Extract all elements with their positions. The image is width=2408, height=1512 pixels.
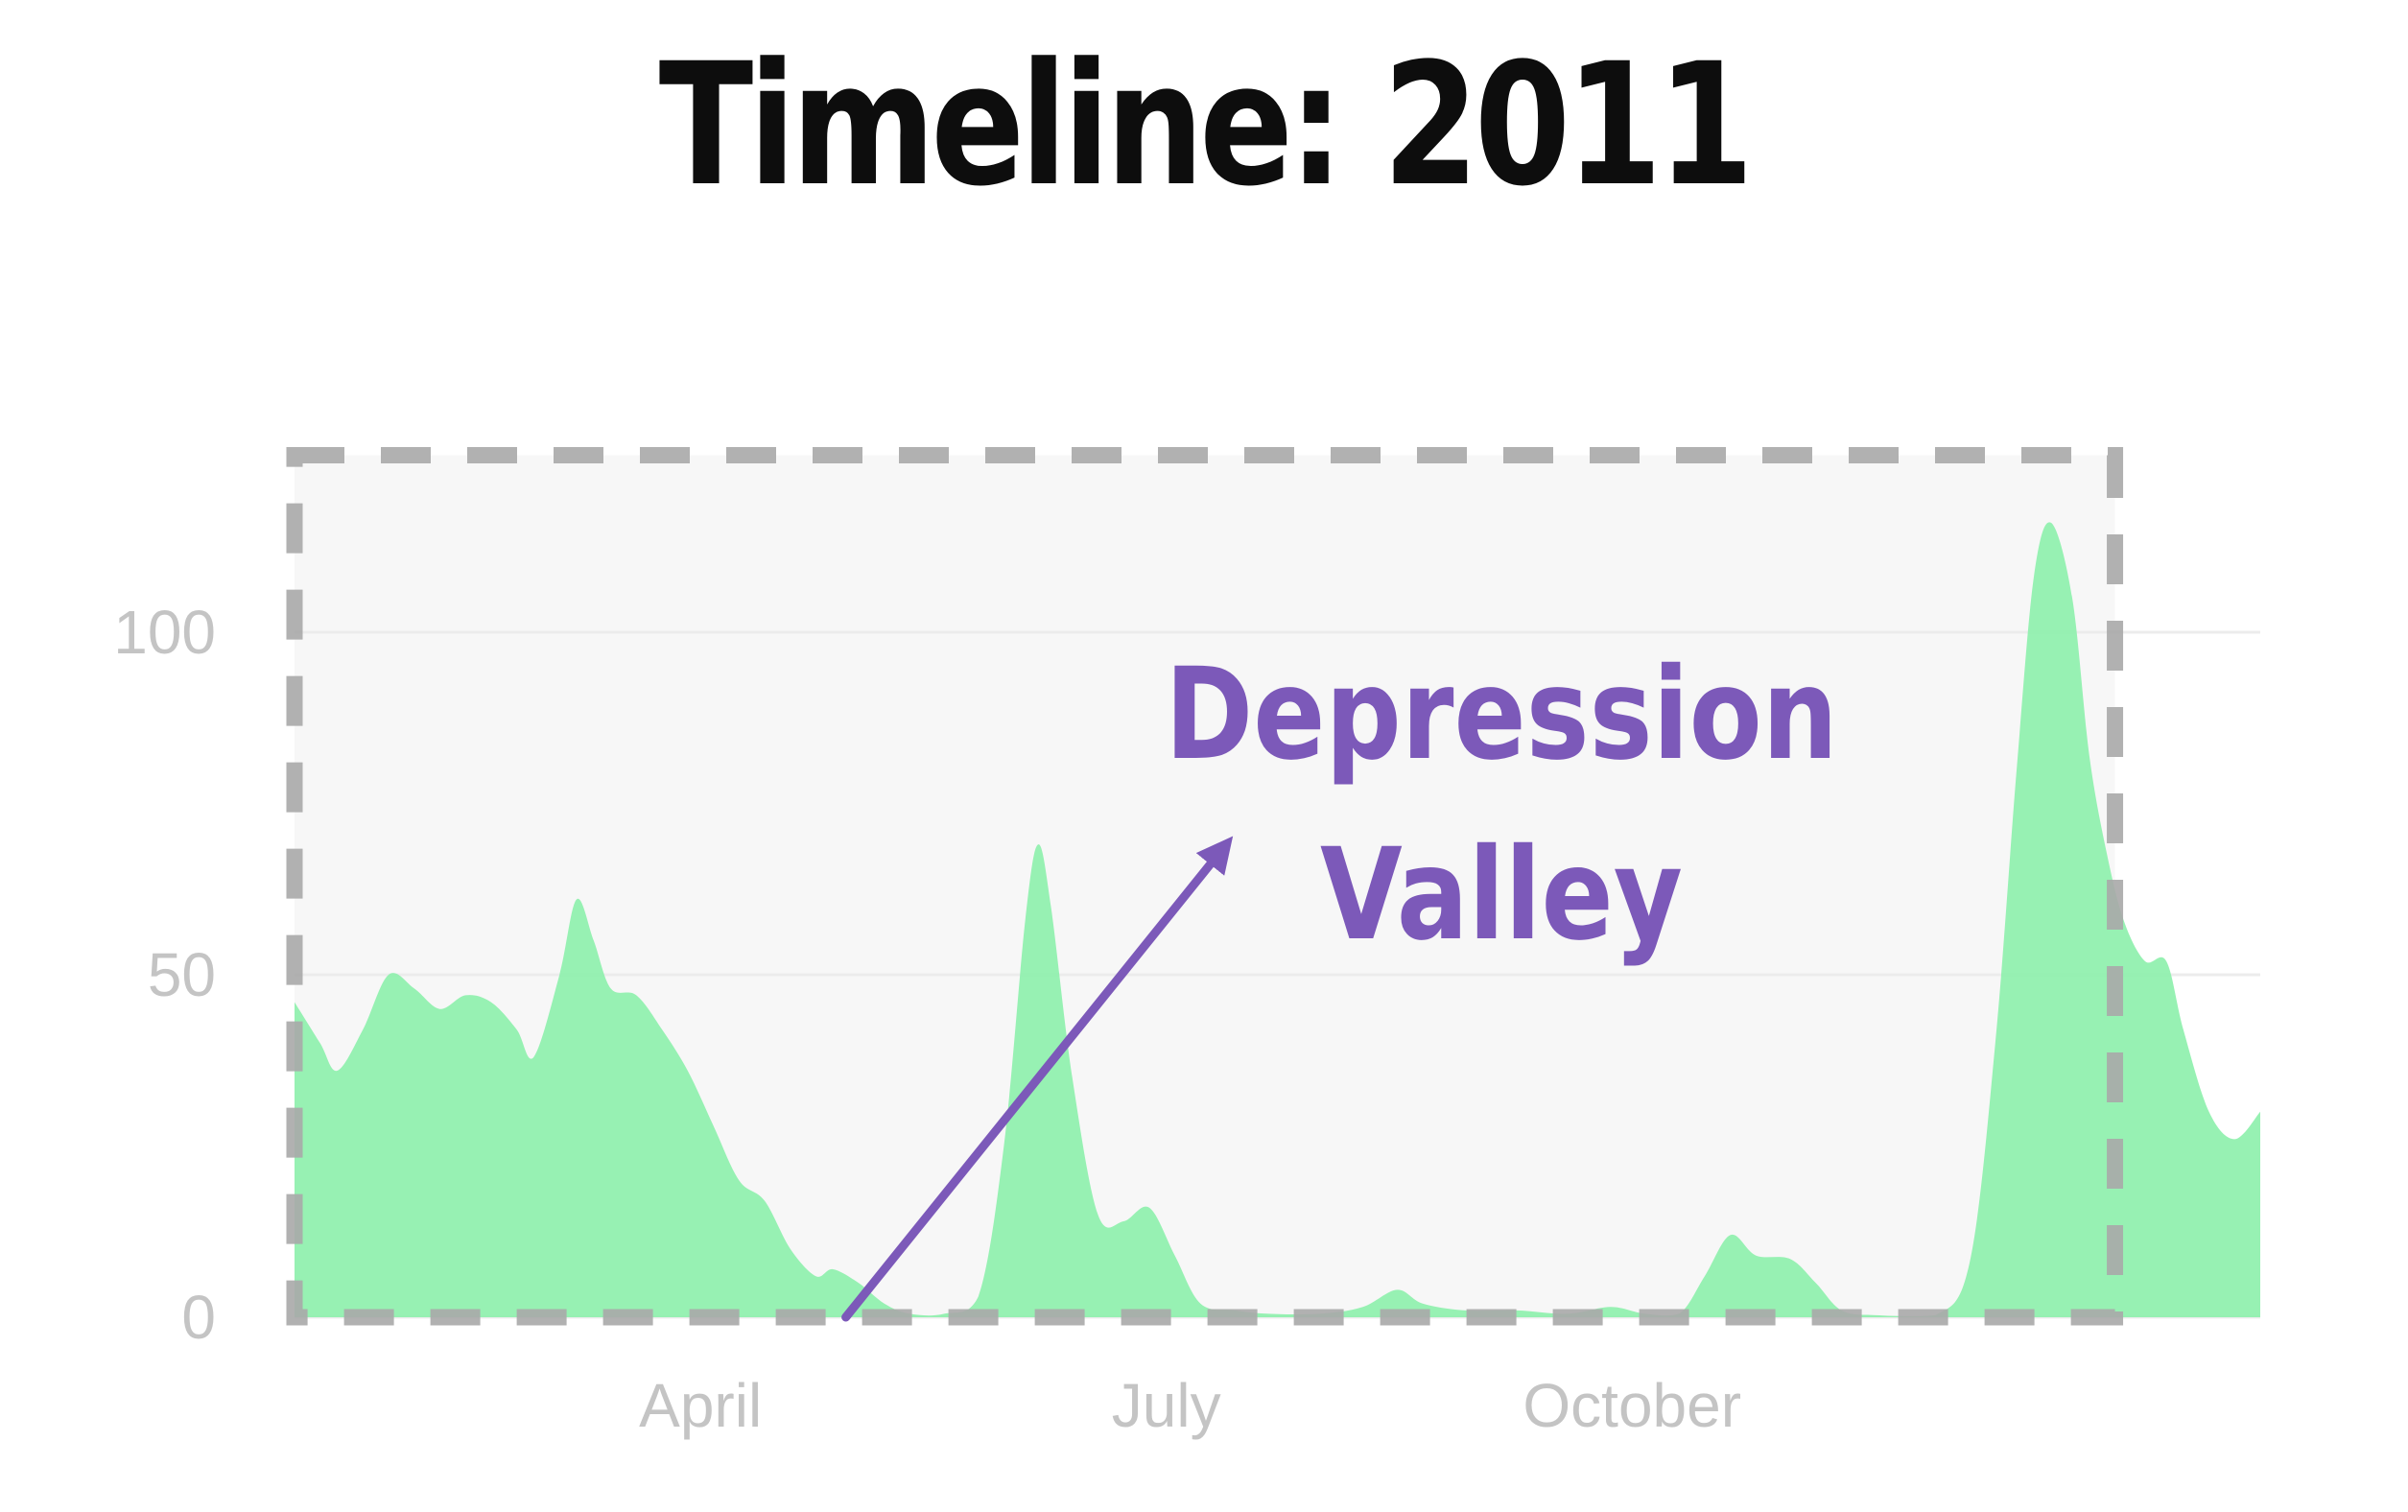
highlight-box-outline [286,447,2124,1326]
x-tick-label: July [1112,1371,1221,1440]
y-tick-label: 50 [148,940,216,1009]
annotation-label: Depression [1165,641,1837,789]
area-series-0 [295,522,2260,1317]
annotation-arrow [841,836,1234,1322]
annotation-label: Valley [1320,821,1683,969]
page-title: Timeline: 2011 [658,27,1754,224]
y-tick-label: 0 [181,1283,216,1352]
x-tick-label: April [639,1371,762,1440]
y-tick-label: 100 [113,598,216,667]
x-tick-label: October [1523,1371,1741,1440]
